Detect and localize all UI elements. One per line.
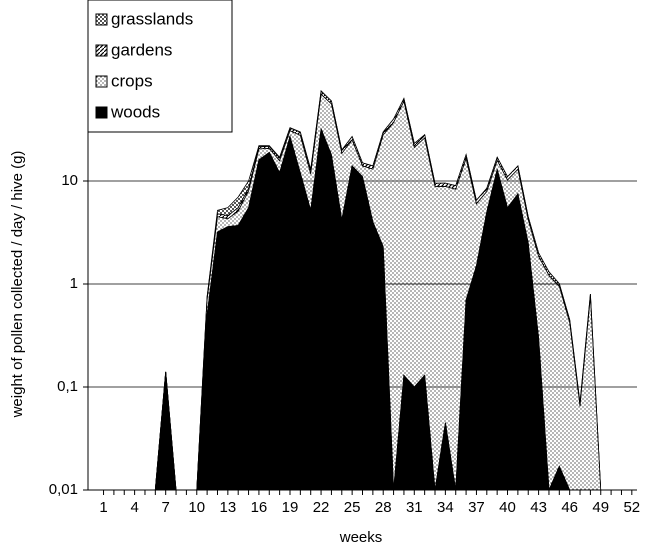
legend-swatch (95, 13, 108, 26)
x-tick-label: 31 (406, 499, 423, 516)
legend-box (87, 0, 233, 133)
x-tick-label: 52 (623, 499, 640, 516)
x-tick-label: 37 (468, 499, 485, 516)
legend-label: gardens (111, 40, 172, 59)
x-tick-label: 13 (219, 499, 236, 516)
x-tick-label: 43 (530, 499, 547, 516)
x-tick-label: 19 (282, 499, 299, 516)
x-tick-label: 4 (130, 499, 138, 516)
x-tick-label: 46 (561, 499, 578, 516)
x-tick-label: 16 (251, 499, 268, 516)
y-axis-label: weight of pollen collected / day / hive … (9, 151, 26, 419)
x-tick-label: 10 (188, 499, 205, 516)
x-axis-label: weeks (339, 529, 383, 546)
x-tick-label: 22 (313, 499, 330, 516)
x-tick-label: 40 (499, 499, 516, 516)
x-tick-label: 49 (592, 499, 609, 516)
legend-label: grasslands (111, 9, 193, 28)
x-tick-label: 25 (344, 499, 361, 516)
legend-swatch (95, 106, 108, 119)
x-tick-label: 1 (99, 499, 107, 516)
x-tick-label: 34 (437, 499, 454, 516)
x-tick-label: 7 (162, 499, 170, 516)
x-tick-label: 28 (375, 499, 392, 516)
y-tick-label: 1 (70, 275, 78, 292)
legend-label: crops (111, 71, 153, 90)
y-tick-label: 0,01 (49, 481, 78, 498)
legend-label: woods (110, 102, 160, 121)
legend-swatch (95, 44, 108, 57)
y-tick-label: 10 (61, 172, 78, 189)
legend-swatch (95, 75, 108, 88)
y-tick-label: 0,1 (57, 378, 78, 395)
